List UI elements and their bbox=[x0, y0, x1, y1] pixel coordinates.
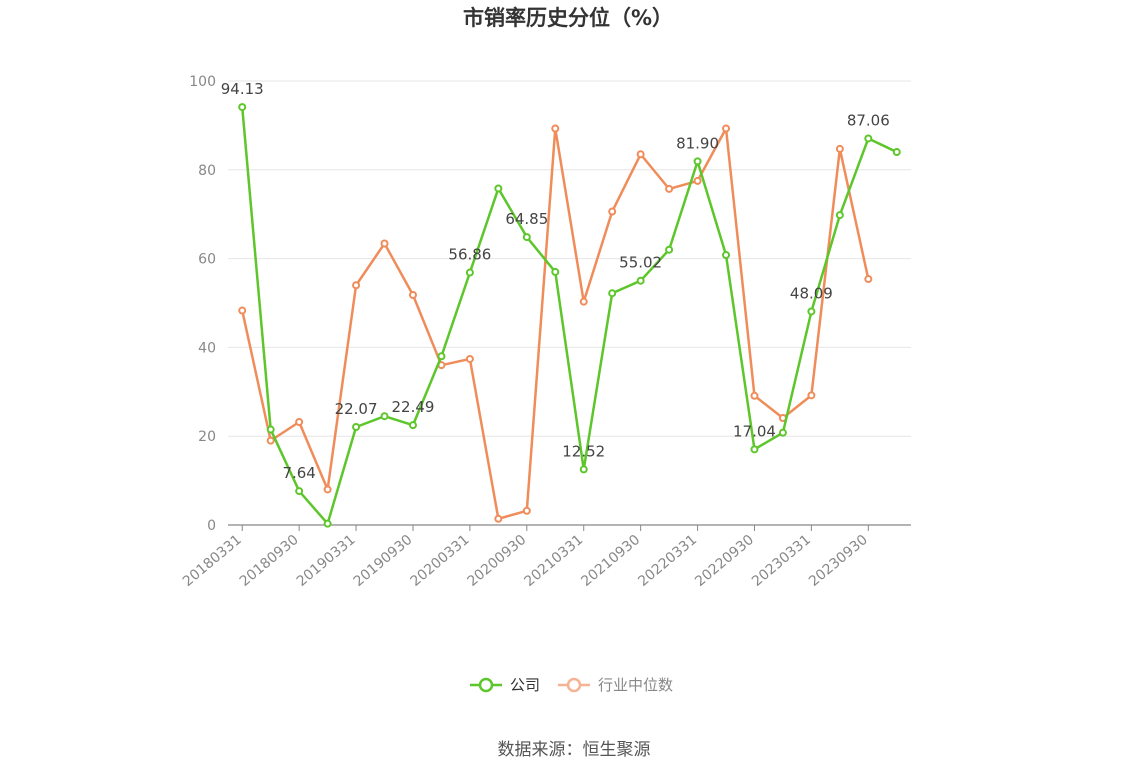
data-point-0 bbox=[551, 267, 560, 276]
y-tick-label: 60 bbox=[198, 252, 216, 268]
data-point-0 bbox=[892, 148, 901, 157]
x-tick-label: 20180930 bbox=[237, 532, 302, 590]
data-point-0 bbox=[522, 233, 531, 242]
y-tick-label: 100 bbox=[189, 74, 216, 90]
data-point-1 bbox=[835, 144, 844, 153]
x-tick-label: 20210331 bbox=[521, 532, 586, 590]
x-tick-label: 20190930 bbox=[351, 532, 416, 590]
data-label: 12.52 bbox=[562, 442, 605, 460]
chart-title: 市销率历史分位（%） bbox=[463, 6, 673, 30]
data-point-1 bbox=[295, 417, 304, 426]
data-point-1 bbox=[722, 124, 731, 133]
data-label: 55.02 bbox=[619, 254, 662, 272]
series-line-0 bbox=[240, 106, 898, 525]
x-tick-label: 20220930 bbox=[692, 532, 757, 590]
x-tick-label: 20180331 bbox=[180, 532, 245, 590]
x-tick-label: 20230331 bbox=[749, 532, 814, 590]
legend-item-company[interactable]: 公司 bbox=[470, 676, 540, 694]
data-point-1 bbox=[323, 485, 332, 494]
data-point-1 bbox=[352, 281, 361, 290]
data-point-1 bbox=[465, 354, 474, 363]
data-point-0 bbox=[722, 251, 731, 260]
data-label: 22.49 bbox=[392, 398, 435, 416]
series-layer bbox=[238, 103, 901, 528]
data-source: 数据来源：恒生聚源 bbox=[498, 740, 651, 760]
x-tick-label: 20210930 bbox=[578, 532, 643, 590]
data-label: 22.07 bbox=[335, 400, 378, 418]
data-point-1 bbox=[750, 391, 759, 400]
data-point-1 bbox=[807, 391, 816, 400]
data-point-0 bbox=[835, 211, 844, 220]
data-point-0 bbox=[693, 157, 702, 166]
data-point-0 bbox=[380, 412, 389, 421]
data-point-0 bbox=[608, 289, 617, 298]
data-point-1 bbox=[608, 207, 617, 216]
data-point-0 bbox=[437, 352, 446, 361]
y-tick-label: 0 bbox=[207, 518, 216, 534]
data-point-0 bbox=[323, 519, 332, 528]
legend-label-industry-median: 行业中位数 bbox=[598, 676, 673, 694]
data-point-0 bbox=[295, 487, 304, 496]
data-point-0 bbox=[750, 445, 759, 454]
y-tick-label: 20 bbox=[198, 429, 216, 445]
data-point-1 bbox=[408, 291, 417, 300]
data-point-0 bbox=[352, 423, 361, 432]
data-point-1 bbox=[238, 306, 247, 315]
y-tick-label: 40 bbox=[198, 340, 216, 356]
data-point-1 bbox=[864, 275, 873, 284]
data-label: 94.13 bbox=[221, 80, 264, 98]
data-point-0 bbox=[266, 425, 275, 434]
x-tick-label: 20200331 bbox=[408, 532, 473, 590]
data-point-1 bbox=[266, 436, 275, 445]
legend-label-company: 公司 bbox=[510, 676, 540, 694]
data-label: 17.04 bbox=[733, 422, 776, 440]
legend-item-industry-median[interactable]: 行业中位数 bbox=[558, 676, 673, 694]
data-label: 81.90 bbox=[676, 134, 719, 152]
data-point-0 bbox=[238, 103, 247, 112]
x-tick-label: 20220331 bbox=[635, 532, 700, 590]
data-point-0 bbox=[864, 134, 873, 143]
data-point-1 bbox=[380, 239, 389, 248]
x-tick-label: 20230930 bbox=[806, 532, 871, 590]
x-axis: 2018033120180930201903312019093020200331… bbox=[180, 524, 911, 590]
data-point-0 bbox=[778, 428, 787, 437]
x-tick-label: 20190331 bbox=[294, 532, 359, 590]
data-point-0 bbox=[807, 307, 816, 316]
x-tick-label: 20200930 bbox=[465, 532, 530, 590]
data-point-1 bbox=[665, 184, 674, 193]
data-point-0 bbox=[465, 268, 474, 277]
data-point-1 bbox=[551, 124, 560, 133]
series-line-1 bbox=[241, 127, 870, 521]
data-point-0 bbox=[408, 421, 417, 430]
data-point-1 bbox=[636, 150, 645, 159]
data-point-1 bbox=[579, 297, 588, 306]
data-label: 56.86 bbox=[448, 246, 491, 264]
y-tick-label: 80 bbox=[198, 163, 216, 179]
data-point-0 bbox=[665, 245, 674, 254]
legend[interactable]: 公司 行业中位数 bbox=[470, 676, 673, 694]
data-label: 87.06 bbox=[847, 111, 890, 129]
data-label: 48.09 bbox=[790, 284, 833, 302]
grid-lines bbox=[228, 80, 911, 437]
data-point-1 bbox=[693, 176, 702, 185]
data-point-1 bbox=[522, 506, 531, 515]
data-point-0 bbox=[579, 465, 588, 474]
data-label: 64.85 bbox=[505, 210, 548, 228]
data-point-0 bbox=[636, 276, 645, 285]
data-label: 7.64 bbox=[282, 464, 315, 482]
data-point-1 bbox=[494, 514, 503, 523]
y-axis: 0 20 40 60 80 100 bbox=[189, 74, 216, 534]
data-point-0 bbox=[494, 184, 503, 193]
data-labels: 94.13 7.64 22.07 22.49 56.86 64.85 12.52 55.02 8… bbox=[221, 80, 890, 482]
